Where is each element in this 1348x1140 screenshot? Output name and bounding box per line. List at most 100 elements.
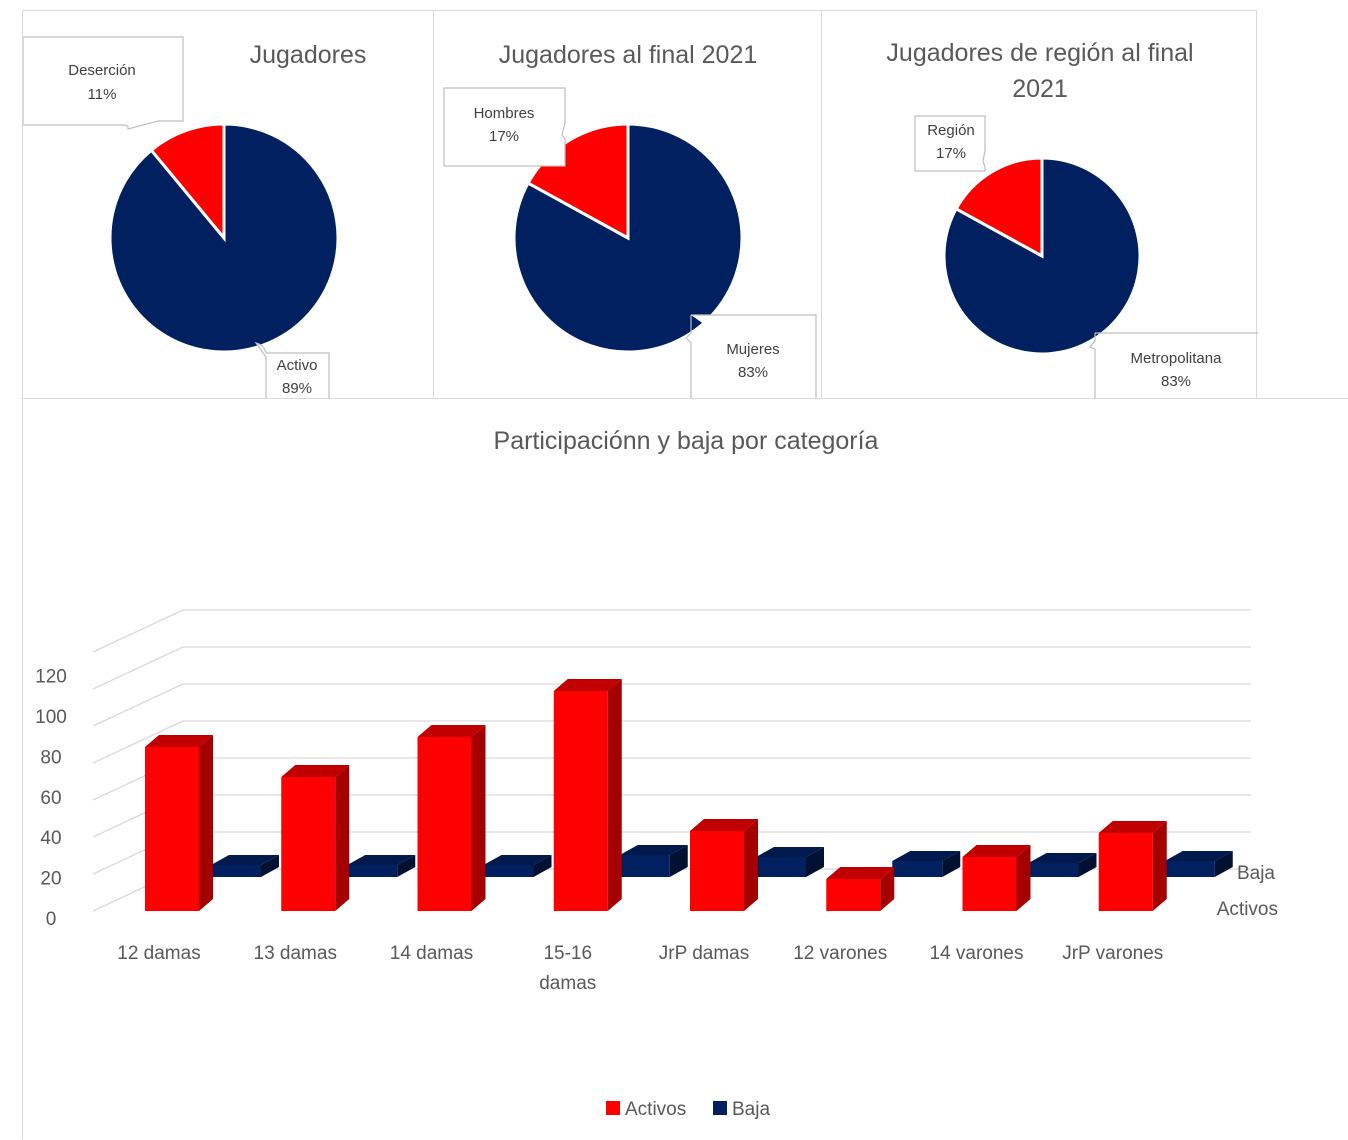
pie-slice-metropolitana	[942, 156, 1142, 356]
legend: Activos Baja	[606, 1099, 770, 1120]
chart-title: Participaciónn y baja por categoría	[494, 427, 879, 455]
bar-activos-top	[145, 735, 213, 747]
bar-activos-top	[417, 725, 486, 737]
pie-final-2021-svg: Jugadores al final 2021 Hombres 17% Muje…	[443, 41, 817, 403]
chart-title-line: Jugadores de región al final	[886, 39, 1193, 67]
bar-activos-front	[281, 777, 336, 911]
slice-label-value: 89%	[282, 380, 312, 397]
bar-activos-side	[1152, 821, 1167, 911]
bar-baja-front	[211, 865, 261, 877]
slice-label-name: Hombres	[474, 105, 535, 122]
bar-activos-side	[607, 679, 622, 911]
bar-baja-side	[397, 855, 416, 877]
bar-baja-front	[619, 855, 670, 877]
x-tick-label: 15-16	[543, 943, 592, 964]
bar-activos-front	[1098, 833, 1153, 911]
y-tick-label: 20	[40, 869, 61, 890]
legend-label-activos: Activos	[625, 1099, 686, 1120]
bar-baja-front	[1028, 863, 1079, 877]
callout-box	[685, 314, 817, 403]
gridline-side	[92, 609, 184, 653]
bar-baja-side	[1214, 851, 1233, 877]
slice-label-value: 11%	[88, 86, 117, 103]
bar-baja-top	[619, 845, 688, 855]
bar-activos-top	[962, 845, 1031, 857]
x-axis-labels: 12 damas 13 damas 14 damas 15-16 damas JrP da…	[117, 943, 1163, 994]
bar-baja-top	[211, 855, 279, 865]
x-tick-label: damas	[539, 973, 596, 994]
depth-label-baja: Baja	[1237, 863, 1275, 884]
bar-baja-top	[892, 851, 961, 861]
pie-jugadores-svg: Jugadores Deserción 11% Activo 89%	[23, 36, 367, 403]
bar-baja-front	[1164, 861, 1215, 877]
legend-swatch-activos	[606, 1101, 620, 1115]
pie-chart-jugadores-region: Jugadores de región al final 2021 Región…	[821, 10, 1258, 403]
slice-label-value: 83%	[1161, 373, 1191, 390]
bar-activos-front	[553, 691, 608, 911]
y-tick-label: 40	[40, 828, 61, 849]
pie-chart-jugadores: Jugadores Deserción 11% Activo 89%	[22, 10, 434, 403]
slice-label-value: 17%	[489, 128, 519, 145]
bar-activos-side	[880, 867, 895, 911]
bar-baja-top	[1028, 853, 1097, 863]
bar-baja-front	[347, 865, 398, 877]
bar-baja-top	[483, 855, 552, 865]
x-tick-label: 13 damas	[254, 943, 337, 964]
callout-box	[914, 115, 986, 172]
gridline-side	[92, 720, 184, 764]
x-tick-label: 12 damas	[117, 943, 200, 964]
x-tick-label: JrP varones	[1062, 943, 1163, 964]
bar-activos-front	[145, 747, 199, 911]
bar-activos-top	[1098, 821, 1167, 833]
bar-baja-top	[1164, 851, 1233, 861]
y-tick-label: 60	[40, 788, 61, 809]
bar-chart-participacion: Participaciónn y baja por categoría 0 20 4…	[22, 398, 1348, 1139]
bar-activos-top	[553, 679, 622, 691]
bar-activos-side	[744, 819, 758, 911]
slice-label-name: Región	[927, 122, 975, 139]
x-tick-label: 14 varones	[929, 943, 1023, 964]
bar-baja-side	[261, 855, 279, 877]
bar-activos-side	[1016, 845, 1031, 911]
bar-activos-top	[281, 765, 350, 777]
slice-label-name: Metropolitana	[1131, 350, 1223, 367]
series-baja	[211, 845, 1233, 877]
bar-baja-side	[669, 845, 688, 877]
bar-baja-side	[1078, 853, 1097, 877]
pie-slice-región	[954, 156, 1044, 259]
bar-baja-front	[483, 865, 534, 877]
slice-label-value: 17%	[936, 145, 966, 162]
bar-activos-front	[690, 831, 744, 911]
x-tick-label: 12 varones	[793, 943, 887, 964]
bar-activos-top	[826, 867, 895, 879]
pie-region-svg: Jugadores de región al final 2021 Región…	[886, 39, 1258, 403]
bar-baja-side	[942, 851, 961, 877]
bar-baja-top	[347, 855, 416, 865]
pie-chart-jugadores-final-2021: Jugadores al final 2021 Hombres 17% Muje…	[433, 10, 822, 403]
callout-box	[1089, 332, 1258, 403]
chart-title: Jugadores	[250, 41, 367, 69]
bar-activos-side	[335, 765, 350, 911]
bar-activos-side	[199, 735, 213, 911]
legend-label-baja: Baja	[732, 1099, 770, 1120]
slice-label-value: 83%	[738, 364, 768, 381]
slice-label-name: Deserción	[68, 62, 136, 79]
bar-baja-front	[756, 857, 806, 877]
x-tick-label: 14 damas	[390, 943, 473, 964]
y-tick-label: 100	[35, 707, 67, 728]
y-tick-label: 120	[35, 667, 67, 688]
bar-chart-svg: Participaciónn y baja por categoría 0 20 4…	[35, 427, 1278, 1120]
y-axis-ticks: 0 20 40 60 80 100 120	[35, 667, 67, 930]
bar-baja-front	[892, 861, 943, 877]
bar-activos-top	[690, 819, 758, 831]
bar-activos-front	[826, 879, 881, 911]
gridline-side	[92, 646, 184, 690]
callout-box	[23, 36, 184, 130]
callout-box	[443, 87, 566, 167]
bar-activos-front	[962, 857, 1017, 911]
callout-box	[254, 342, 330, 403]
bar-activos-front	[417, 737, 472, 911]
chart-title: Jugadores al final 2021	[499, 41, 758, 69]
pie-slice-deserción	[149, 122, 226, 243]
y-tick-label: 0	[46, 909, 57, 930]
